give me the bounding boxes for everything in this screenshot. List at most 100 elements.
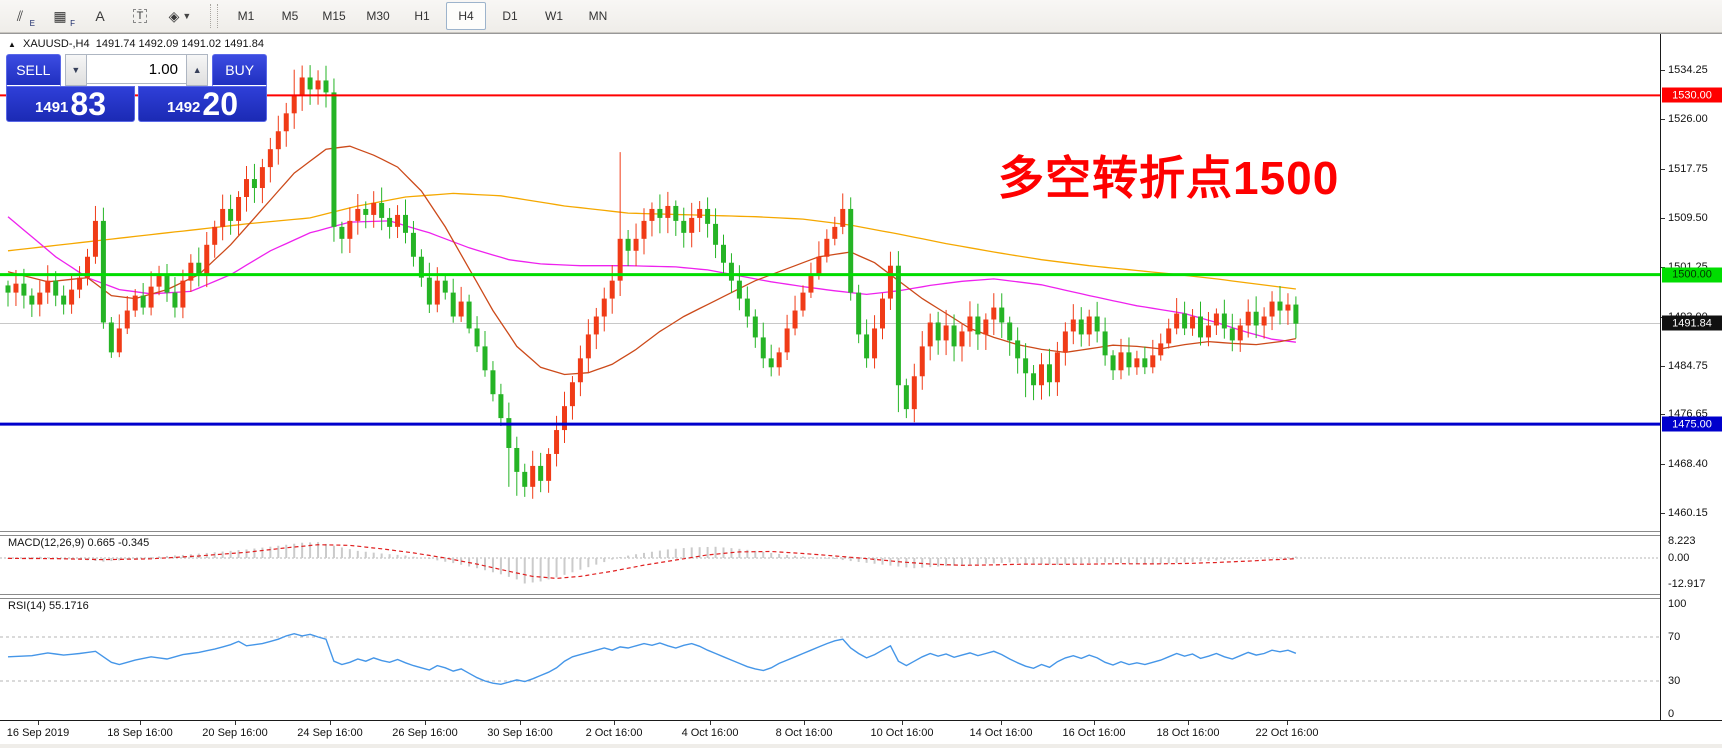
time-axis[interactable]: 16 Sep 2019 18 Sep 16:00 20 Sep 16:00 24 Se… [0, 720, 1722, 748]
timeframe-m1-button[interactable]: M1 [237, 9, 255, 23]
volume-input[interactable] [87, 54, 186, 84]
price-tick-mark [1661, 217, 1665, 219]
macd-axis-label: -12.917 [1668, 578, 1706, 591]
time-tick-mark [614, 721, 615, 725]
time-tick-label: 10 Oct 16:00 [870, 727, 934, 739]
timeframe-d1-button[interactable]: D1 [502, 9, 518, 23]
price-tick-label: 1468.40 [1668, 457, 1708, 470]
time-tick-label: 16 Oct 16:00 [1062, 727, 1126, 739]
annotation-text: 多空转折点1500 [998, 152, 1340, 204]
time-tick-label: 26 Sep 16:00 [392, 727, 458, 739]
price-tick-label: 1526.00 [1668, 113, 1708, 126]
time-tick-mark [330, 721, 331, 725]
price-chart-canvas[interactable] [0, 34, 1660, 720]
expert-lines-icon[interactable]: ⫽ E [16, 7, 35, 29]
price-axis[interactable]: 1534.251526.001517.751509.501501.251493.… [1660, 34, 1722, 720]
macd-axis-label: 8.223 [1668, 535, 1696, 548]
time-tick-mark [804, 721, 805, 725]
price-tick-label: 1460.15 [1668, 506, 1708, 519]
time-tick-label: 30 Sep 16:00 [487, 727, 553, 739]
grid-icon[interactable]: ▦ F [53, 7, 75, 29]
chart-symbol: XAUUSD-,H4 [22, 38, 90, 50]
buy-button[interactable]: BUY [212, 54, 267, 87]
chart-plot-area[interactable]: ▲ XAUUSD-,H4 1491.74 1492.09 1491.02 149… [0, 34, 1660, 720]
text-label-icon[interactable]: A [95, 8, 105, 24]
chart-title: ▲ XAUUSD-,H4 1491.74 1492.09 1491.02 149… [8, 38, 264, 50]
price-tick-label: 1517.75 [1668, 162, 1708, 175]
buy-price-big: 20 [202, 86, 238, 122]
rsi-axis-label: 100 [1668, 598, 1687, 610]
price-tick-mark [1661, 119, 1665, 121]
timeframe-mn-button[interactable]: MN [588, 9, 608, 23]
sell-price-small: 1491 [35, 99, 69, 116]
time-tick-mark [710, 721, 711, 725]
sell-price-big: 83 [70, 86, 106, 122]
window-bottom-strip [0, 744, 1722, 748]
price-level-badge: 1500.00 [1662, 267, 1722, 283]
price-tick-label: 1484.75 [1668, 359, 1708, 372]
one-click-trading-panel: SELL ▼ ▲ BUY 1491 83 1492 20 [6, 54, 267, 122]
buy-price-small: 1492 [167, 99, 201, 116]
collapse-triangle-icon[interactable]: ▲ [8, 40, 16, 49]
chart-ohlc: 1491.74 1492.09 1491.02 1491.84 [95, 38, 264, 50]
time-tick-label: 24 Sep 16:00 [297, 727, 363, 739]
time-tick-label: 18 Oct 16:00 [1156, 727, 1220, 739]
price-tick-mark [1661, 414, 1665, 416]
sell-button[interactable]: SELL [6, 54, 61, 87]
dropdown-caret-icon[interactable]: ▼ [182, 11, 192, 21]
buy-price-display[interactable]: 1492 20 [138, 86, 267, 122]
time-tick-label: 4 Oct 16:00 [681, 727, 739, 739]
chart-window: ▲ XAUUSD-,H4 1491.74 1492.09 1491.02 149… [0, 33, 1722, 748]
toolbar: ⫽ E ▦ F A T ◈ ▼ M1 M5 M15 M30 H1 H4 D1 W1 MN [0, 0, 1722, 33]
time-tick-label: 22 Oct 16:00 [1255, 727, 1319, 739]
price-tick-mark [1661, 463, 1665, 465]
volume-up-button[interactable]: ▲ [186, 54, 209, 86]
rsi-canvas[interactable] [0, 598, 1660, 720]
timeframe-m5-button[interactable]: M5 [281, 9, 299, 23]
timeframe-h4-button[interactable]: H4 [446, 2, 486, 30]
volume-down-button[interactable]: ▼ [64, 54, 87, 86]
time-tick-mark [425, 721, 426, 725]
macd-axis-label: 0.00 [1668, 552, 1690, 564]
time-tick-label: 20 Sep 16:00 [202, 727, 268, 739]
time-tick-label: 18 Sep 16:00 [107, 727, 173, 739]
time-tick-label: 14 Oct 16:00 [969, 727, 1033, 739]
price-level-badge: 1475.00 [1662, 416, 1722, 432]
textbox-icon[interactable]: T [122, 2, 158, 30]
price-level-badge: 1530.00 [1662, 87, 1722, 103]
chart-macd-separator[interactable] [0, 531, 1722, 536]
time-tick-mark [902, 721, 903, 725]
rsi-axis-label: 0 [1668, 708, 1675, 720]
price-tick-label: 1534.25 [1668, 64, 1708, 76]
time-tick-mark [38, 721, 39, 725]
time-tick-mark [140, 721, 141, 725]
time-tick-mark [235, 721, 236, 725]
price-tick-label: 1509.50 [1668, 211, 1708, 224]
macd-label: MACD(12,26,9) 0.665 -0.345 [8, 537, 150, 549]
arrow-style-icon[interactable]: ◈ ▼ [168, 7, 192, 24]
timeframe-m15-button[interactable]: M15 [322, 9, 346, 23]
timeframe-h1-button[interactable]: H1 [414, 9, 430, 23]
time-tick-label: 2 Oct 16:00 [585, 727, 643, 739]
toolbar-separator [210, 4, 218, 28]
time-tick-label: 16 Sep 2019 [6, 727, 70, 739]
price-tick-mark [1661, 512, 1665, 514]
timeframe-m30-button[interactable]: M30 [366, 9, 390, 23]
price-tick-mark [1661, 70, 1665, 71]
macd-rsi-separator[interactable] [0, 594, 1722, 599]
macd-canvas[interactable] [0, 535, 1660, 594]
time-tick-mark [1188, 721, 1189, 725]
price-level-badge: 1491.84 [1662, 315, 1722, 331]
rsi-axis-label: 70 [1668, 631, 1681, 643]
time-tick-label: 8 Oct 16:00 [775, 727, 833, 739]
time-tick-mark [520, 721, 521, 725]
timeframe-w1-button[interactable]: W1 [545, 9, 563, 23]
time-tick-mark [1001, 721, 1002, 725]
time-tick-mark [1287, 721, 1288, 725]
price-tick-mark [1661, 168, 1665, 170]
price-tick-mark [1661, 365, 1665, 367]
rsi-label: RSI(14) 55.1716 [8, 600, 89, 612]
rsi-axis-label: 30 [1668, 675, 1681, 687]
sell-price-display[interactable]: 1491 83 [6, 86, 135, 122]
